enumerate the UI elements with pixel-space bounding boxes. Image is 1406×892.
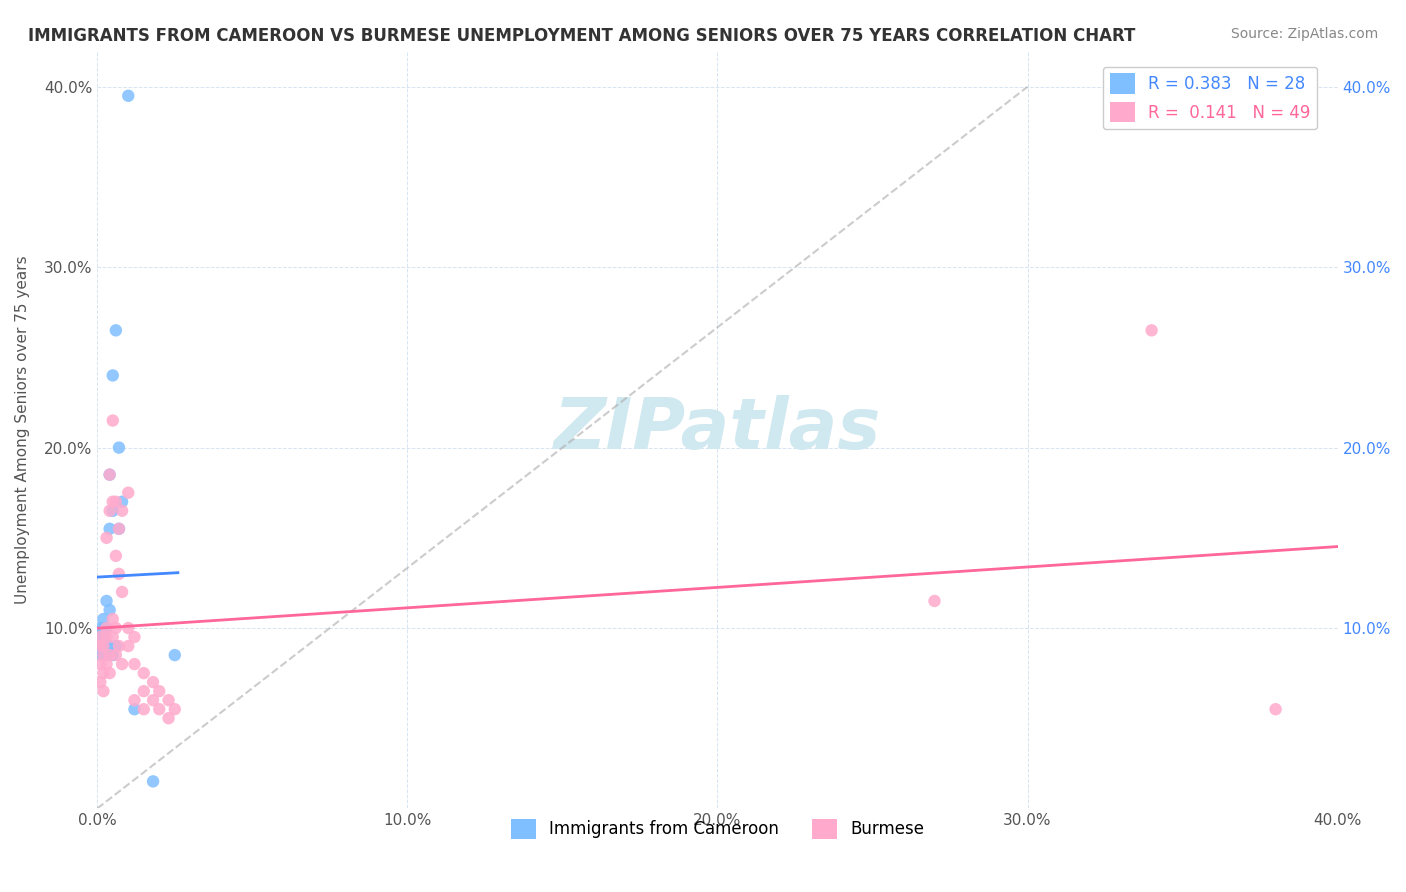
Point xyxy=(142,693,165,707)
Point xyxy=(89,621,111,635)
Point xyxy=(124,630,146,644)
Point xyxy=(96,639,118,653)
Point xyxy=(148,702,170,716)
Point xyxy=(96,657,118,672)
Point xyxy=(98,639,121,653)
Point xyxy=(124,657,146,672)
Point xyxy=(96,531,118,545)
Point xyxy=(132,684,155,698)
Point xyxy=(104,494,127,508)
Point xyxy=(101,494,124,508)
Point xyxy=(104,549,127,563)
Point xyxy=(96,648,118,662)
Point xyxy=(98,504,121,518)
Point xyxy=(96,594,118,608)
Point xyxy=(108,522,131,536)
Point xyxy=(132,702,155,716)
Point xyxy=(104,621,127,635)
Point xyxy=(111,585,134,599)
Point xyxy=(108,566,131,581)
Point xyxy=(108,441,131,455)
Text: ZIPatlas: ZIPatlas xyxy=(554,395,882,464)
Point xyxy=(924,594,946,608)
Point xyxy=(117,88,139,103)
Point xyxy=(117,639,139,653)
Point xyxy=(93,630,115,644)
Point xyxy=(89,639,111,653)
Point xyxy=(124,702,146,716)
Point xyxy=(1140,323,1163,337)
Point xyxy=(157,693,180,707)
Point xyxy=(93,639,115,653)
Point xyxy=(98,603,121,617)
Point xyxy=(132,666,155,681)
Point xyxy=(163,702,186,716)
Point xyxy=(142,774,165,789)
Point xyxy=(98,467,121,482)
Point xyxy=(101,413,124,427)
Point xyxy=(101,368,124,383)
Point xyxy=(93,612,115,626)
Point xyxy=(163,648,186,662)
Y-axis label: Unemployment Among Seniors over 75 years: Unemployment Among Seniors over 75 years xyxy=(15,255,30,604)
Point xyxy=(148,684,170,698)
Point xyxy=(117,621,139,635)
Point xyxy=(101,504,124,518)
Point xyxy=(101,648,124,662)
Point xyxy=(101,630,124,644)
Point xyxy=(111,494,134,508)
Point xyxy=(96,621,118,635)
Point xyxy=(89,657,111,672)
Point xyxy=(98,522,121,536)
Point xyxy=(101,612,124,626)
Point xyxy=(1264,702,1286,716)
Point xyxy=(89,639,111,653)
Point xyxy=(124,693,146,707)
Point xyxy=(93,666,115,681)
Point xyxy=(117,485,139,500)
Point xyxy=(96,621,118,635)
Text: Source: ZipAtlas.com: Source: ZipAtlas.com xyxy=(1230,27,1378,41)
Point xyxy=(93,648,115,662)
Point xyxy=(142,675,165,690)
Point xyxy=(104,323,127,337)
Point xyxy=(104,639,127,653)
Point xyxy=(98,467,121,482)
Point xyxy=(93,648,115,662)
Point xyxy=(98,648,121,662)
Point xyxy=(93,621,115,635)
Point xyxy=(108,639,131,653)
Point xyxy=(98,666,121,681)
Legend: Immigrants from Cameroon, Burmese: Immigrants from Cameroon, Burmese xyxy=(503,812,931,846)
Point xyxy=(111,504,134,518)
Point xyxy=(89,675,111,690)
Point xyxy=(96,630,118,644)
Point xyxy=(104,648,127,662)
Point xyxy=(89,630,111,644)
Point xyxy=(111,657,134,672)
Point xyxy=(93,684,115,698)
Point xyxy=(108,522,131,536)
Point xyxy=(157,711,180,725)
Point xyxy=(89,648,111,662)
Point xyxy=(89,630,111,644)
Text: IMMIGRANTS FROM CAMEROON VS BURMESE UNEMPLOYMENT AMONG SENIORS OVER 75 YEARS COR: IMMIGRANTS FROM CAMEROON VS BURMESE UNEM… xyxy=(28,27,1136,45)
